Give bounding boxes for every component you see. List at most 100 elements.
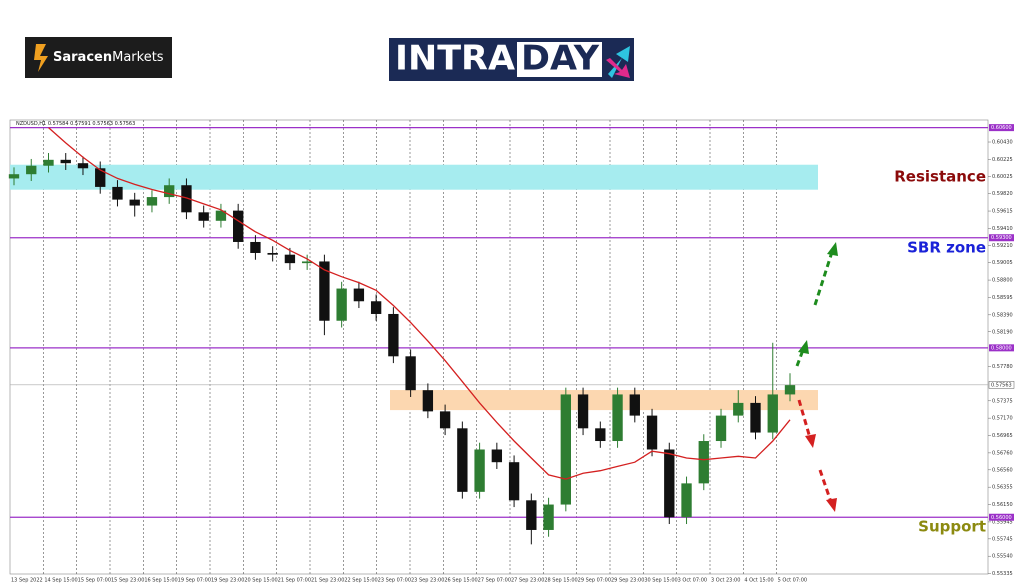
candle-body bbox=[422, 390, 434, 412]
y-tick-label: 0.58390 bbox=[992, 312, 1013, 318]
y-tick-label: 0.55540 bbox=[992, 554, 1013, 560]
y-tick-label: 0.57170 bbox=[992, 416, 1013, 422]
candle-body bbox=[301, 261, 313, 264]
candle-body bbox=[526, 500, 537, 530]
candle-body bbox=[198, 212, 209, 221]
moving-average bbox=[48, 127, 791, 480]
arrow bbox=[818, 469, 833, 503]
level-label: 0.58000 bbox=[991, 345, 1012, 351]
candle-body bbox=[560, 394, 571, 505]
x-tick-label: 28 Sep 15:00 bbox=[544, 578, 577, 584]
y-tick-label: 0.60430 bbox=[992, 140, 1013, 146]
level-label-box bbox=[989, 513, 1014, 521]
brand-part: Saracen bbox=[53, 50, 112, 65]
banner-text: INTRA bbox=[395, 39, 516, 79]
candle-body bbox=[750, 402, 761, 433]
y-tick-label: 0.55745 bbox=[992, 536, 1013, 542]
x-tick-label: 16 Sep 15:00 bbox=[144, 578, 177, 584]
x-tick-label: 15 Sep 07:00 bbox=[78, 578, 111, 584]
candle-body bbox=[95, 168, 106, 187]
y-tick-label: 0.56355 bbox=[992, 485, 1013, 491]
level-label: 0.59300 bbox=[991, 235, 1012, 241]
x-tick-label: 23 Sep 07:00 bbox=[378, 578, 411, 584]
banner-white bbox=[517, 42, 602, 77]
banner-text: DAY bbox=[521, 39, 599, 79]
y-tick-label: 0.59410 bbox=[992, 226, 1013, 232]
brand-logo bbox=[25, 37, 172, 78]
zone bbox=[390, 390, 818, 411]
x-tick-label: 26 Sep 15:00 bbox=[444, 578, 477, 584]
price-label: 0.57563 bbox=[991, 382, 1012, 388]
y-tick-label: 0.59210 bbox=[992, 243, 1013, 249]
x-tick-label: 4 Oct 15:00 bbox=[744, 578, 773, 584]
x-tick-label: 27 Sep 23:00 bbox=[511, 578, 544, 584]
level-label-box bbox=[989, 124, 1014, 132]
banner-icon bbox=[608, 46, 630, 78]
candle-body bbox=[388, 313, 399, 357]
annotation: Support bbox=[918, 518, 986, 536]
candle-body bbox=[767, 394, 778, 433]
y-tick-label: 0.59615 bbox=[992, 209, 1013, 215]
candle-body bbox=[215, 210, 227, 221]
banner-icon bbox=[606, 58, 630, 78]
x-tick-label: 3 Oct 23:00 bbox=[711, 578, 740, 584]
candle-body bbox=[353, 288, 365, 302]
y-tick-label: 0.58800 bbox=[992, 278, 1013, 284]
candle-body bbox=[8, 174, 20, 179]
candle-body bbox=[595, 428, 606, 442]
candle-body bbox=[181, 185, 192, 213]
candle-body bbox=[43, 159, 54, 166]
candle-body bbox=[319, 261, 330, 321]
y-tick-label: 0.60025 bbox=[992, 174, 1013, 180]
x-tick-label: 13 Sep 2022 bbox=[11, 578, 43, 584]
y-tick-label: 0.56760 bbox=[992, 450, 1013, 456]
annotation: Resistance bbox=[894, 168, 986, 186]
arrow bbox=[813, 251, 834, 306]
candle-body bbox=[612, 394, 623, 442]
candle-body bbox=[233, 210, 244, 242]
candle-body bbox=[60, 159, 71, 164]
arrows bbox=[795, 242, 838, 512]
price-label-box bbox=[988, 381, 1015, 389]
candle-body bbox=[646, 415, 658, 450]
level-label-box bbox=[989, 234, 1014, 242]
x-tick-label: 14 Sep 15:00 bbox=[44, 578, 77, 584]
candle-body bbox=[405, 356, 416, 391]
x-tick-label: 20 Sep 15:00 bbox=[244, 578, 277, 584]
brand-icon bbox=[34, 44, 48, 72]
chart-title: NZDUSD,H1 0.57584 0.57591 0.57563 0.5756… bbox=[16, 121, 135, 127]
x-tick-label: 27 Sep 07:00 bbox=[478, 578, 511, 584]
arrow-head bbox=[805, 434, 816, 448]
x-tick-label: 15 Sep 23:00 bbox=[111, 578, 144, 584]
candle-body bbox=[733, 402, 744, 416]
x-tick-label: 3 Oct 07:00 bbox=[678, 578, 707, 584]
candle-body bbox=[164, 185, 175, 198]
candle-body bbox=[439, 411, 451, 429]
plot: 13 Sep 2022 14 Sep 15:00 15 Sep 07:00 15 Se… bbox=[8, 120, 1015, 584]
candle-body bbox=[474, 449, 485, 492]
y-tick-label: 0.60225 bbox=[992, 157, 1013, 163]
candle-body bbox=[146, 197, 158, 206]
plot-frame bbox=[9, 119, 989, 575]
arrow-head bbox=[827, 242, 838, 256]
x-tick-label: 29 Sep 07:00 bbox=[578, 578, 611, 584]
y-tick-label: 0.58595 bbox=[992, 295, 1013, 301]
candle-body bbox=[77, 163, 89, 169]
zone bbox=[10, 164, 818, 190]
x-tick-label: 19 Sep 07:00 bbox=[178, 578, 211, 584]
y-tick-label: 0.57375 bbox=[992, 398, 1013, 404]
level-label-box bbox=[989, 344, 1014, 352]
y-tick-label: 0.57780 bbox=[992, 364, 1013, 370]
x-tick-label: 29 Sep 23:00 bbox=[611, 578, 644, 584]
candle-body bbox=[336, 288, 347, 321]
y-tick-label: 0.56965 bbox=[992, 433, 1013, 439]
y-tick-label: 0.56560 bbox=[992, 467, 1013, 473]
candle-body bbox=[715, 415, 727, 442]
level-label: 0.60600 bbox=[991, 125, 1012, 131]
candle-body bbox=[370, 301, 382, 314]
arrow-head bbox=[826, 498, 837, 512]
x-tick-label: 30 Sep 15:00 bbox=[644, 578, 677, 584]
annotation: SBR zone bbox=[907, 239, 986, 257]
candle-body bbox=[457, 428, 468, 492]
